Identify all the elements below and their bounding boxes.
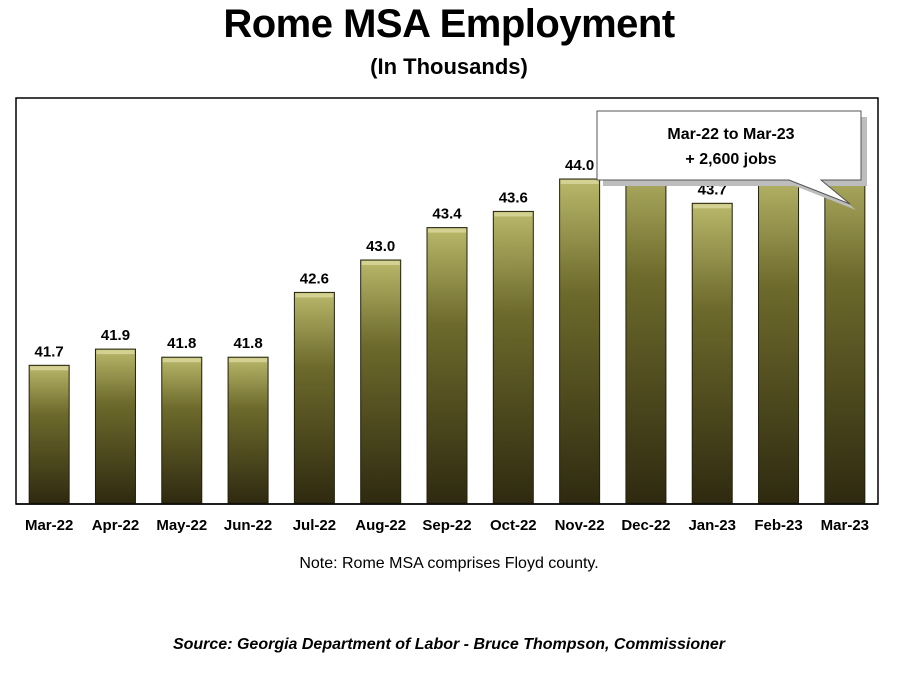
bar-top-highlight bbox=[560, 180, 599, 184]
bar-Mar-22 bbox=[28, 364, 70, 504]
callout-text: Mar-22 to Mar-23 + 2,600 jobs bbox=[598, 122, 864, 172]
callout-line-2: + 2,600 jobs bbox=[685, 151, 777, 168]
chart-note: Note: Rome MSA comprises Floyd county. bbox=[299, 555, 599, 572]
data-label: 44.0 bbox=[565, 157, 594, 174]
bar-May-22 bbox=[161, 356, 203, 504]
x-tick-label: May-22 bbox=[156, 517, 207, 534]
data-label: 41.7 bbox=[35, 343, 64, 360]
x-tick-label: Jan-23 bbox=[688, 517, 736, 534]
bar-top-highlight bbox=[30, 366, 69, 371]
bar-top-highlight bbox=[162, 358, 201, 363]
bar-Dec-22 bbox=[625, 154, 667, 504]
callout-line-1: Mar-22 to Mar-23 bbox=[667, 126, 795, 143]
data-label: 43.0 bbox=[366, 238, 395, 255]
x-tick-label: Nov-22 bbox=[555, 517, 605, 534]
x-tick-label: Dec-22 bbox=[621, 517, 670, 534]
bar-top-highlight bbox=[693, 204, 732, 209]
data-label: 42.6 bbox=[300, 270, 329, 287]
bar-top-highlight bbox=[96, 350, 135, 355]
x-tick-label: Mar-23 bbox=[821, 517, 869, 534]
callout-box bbox=[596, 110, 862, 205]
bar-Feb-23 bbox=[758, 170, 800, 504]
chart-title: Rome MSA Employment bbox=[223, 2, 675, 46]
chart-source: Source: Georgia Department of Labor - Br… bbox=[172, 636, 726, 653]
bar-Jul-22 bbox=[293, 291, 335, 504]
data-label: 43.6 bbox=[499, 189, 528, 206]
bar-Aug-22 bbox=[360, 259, 402, 504]
x-tick-label: Oct-22 bbox=[490, 517, 537, 534]
data-label: 41.9 bbox=[101, 327, 130, 344]
bar-top-highlight bbox=[361, 261, 400, 265]
bar-Jan-23 bbox=[691, 202, 733, 504]
chart-subtitle: (In Thousands) bbox=[370, 54, 528, 79]
data-label: 43.4 bbox=[432, 206, 462, 223]
bar-Sep-22 bbox=[426, 227, 468, 504]
data-label: 41.8 bbox=[167, 335, 196, 352]
x-tick-label: Sep-22 bbox=[422, 517, 471, 534]
x-tick-label: Aug-22 bbox=[355, 517, 406, 534]
x-tick-label: Jun-22 bbox=[224, 517, 272, 534]
x-tick-label: Jul-22 bbox=[293, 517, 336, 534]
data-label: 41.8 bbox=[233, 335, 262, 352]
bar-top-highlight bbox=[494, 212, 533, 217]
bar-Mar-23 bbox=[824, 154, 866, 504]
bar-Nov-22 bbox=[559, 178, 601, 504]
bar-Apr-22 bbox=[94, 348, 136, 504]
x-tick-label: Feb-23 bbox=[754, 517, 802, 534]
bar-top-highlight bbox=[428, 228, 466, 233]
x-tick-label: Mar-22 bbox=[25, 517, 73, 534]
x-tick-label: Apr-22 bbox=[92, 517, 140, 534]
bar-top-highlight bbox=[295, 293, 334, 298]
bar-Oct-22 bbox=[492, 210, 534, 504]
bar-top-highlight bbox=[229, 358, 268, 363]
bar-Jun-22 bbox=[227, 356, 269, 504]
